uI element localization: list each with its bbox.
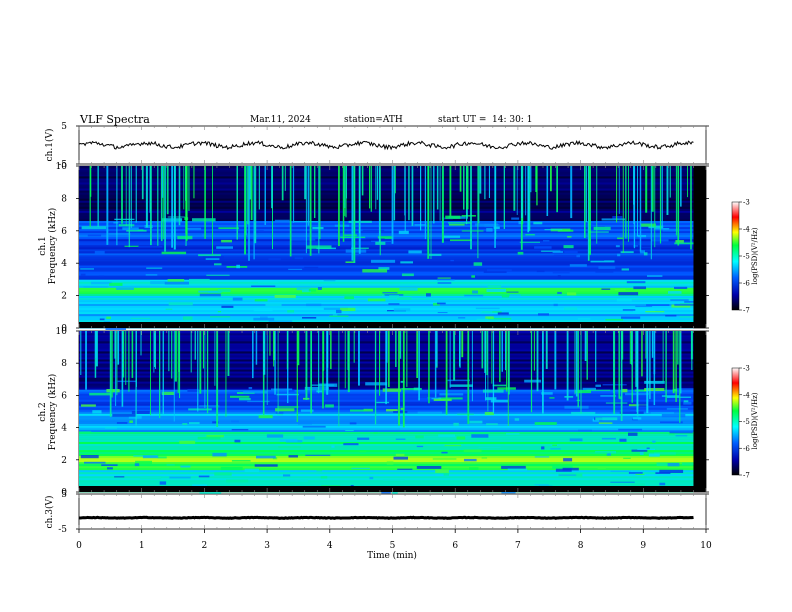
ch2-colorbar-tick-label: -3	[743, 365, 750, 373]
x-tick-label: 4	[327, 541, 333, 551]
ch1-waveform-tick-label: 5	[61, 122, 67, 132]
ch3-waveform-tick-label: -5	[58, 525, 67, 535]
ch2-spectrogram-tick-label: 0	[61, 488, 67, 498]
ch2-colorbar-tick-label: -5	[743, 418, 750, 426]
x-axis-label: Time (min)	[367, 550, 417, 561]
ch1-waveform-ylabel: ch.1(V)	[44, 129, 55, 162]
ch1-colorbar-tick-label: -7	[743, 307, 750, 315]
start-ut-label: start UT =	[438, 115, 487, 125]
colorbar-ticks: -3 -4 -5 -6 -7 -3 -4 -5 -6 -7	[739, 199, 750, 480]
ch2-spectrogram-ylabel: Frequency (kHz)	[47, 374, 58, 451]
x-tick-label: 5	[390, 541, 396, 551]
ch1-colorbar-tick-label: -3	[743, 199, 750, 207]
ch1-colorbar-tick-label: -4	[743, 226, 750, 234]
x-tick-label: 0	[76, 541, 82, 551]
ch3-waveform-ylabel: ch.3(V)	[44, 496, 55, 529]
ch1-colorbar-tick-label: -6	[743, 280, 750, 288]
ch1-colorbar	[731, 201, 740, 311]
ch1-spectrogram	[79, 166, 706, 330]
ch1-spectrogram-ylabel-top: ch.1	[38, 236, 48, 255]
ch2-spectrogram-tick-label: 2	[61, 456, 67, 466]
ch1-spectrogram-ylabel: Frequency (kHz)	[47, 208, 58, 285]
ch1-spectrogram-tick-label: 0	[61, 324, 67, 334]
x-tick-label: 9	[640, 541, 646, 551]
ch2-colorbar-tick-label: -7	[743, 472, 750, 480]
ch2-colorbar-label: log(PSD)(V²/Hz)	[751, 392, 759, 449]
ch2-spectrogram-tick-label: 4	[61, 424, 67, 434]
ch1-colorbar-tick-label: -5	[743, 253, 750, 261]
ch1-spectrogram-tick-label: 10	[56, 162, 68, 172]
ch1-waveform-tick-label: -5	[58, 160, 67, 170]
ch2-spectrogram-tick-label: 10	[56, 327, 68, 337]
ch1-colorbar-label: log(PSD)(V²/Hz)	[751, 227, 759, 284]
ch1-spectrogram-tick-label: 6	[61, 227, 67, 237]
x-tick-label: 10	[700, 541, 712, 551]
x-tick-label: 8	[578, 541, 584, 551]
ch2-spectrogram-tick-label: 6	[61, 391, 67, 401]
ch1-waveform	[78, 140, 694, 151]
ch1-spectrogram-tick-label: 4	[61, 259, 67, 269]
ch2-spectrogram-ylabel-top: ch.2	[38, 402, 48, 421]
figure-title: VLF Spectra	[80, 113, 150, 126]
station-label: station=ATH	[344, 115, 403, 125]
ch2-colorbar-tick-label: -6	[743, 445, 750, 453]
ch2-spectrogram	[79, 331, 706, 494]
date-label: Mar.11, 2024	[250, 115, 311, 125]
ch3-waveform-frame	[78, 493, 707, 530]
x-tick-label: 2	[202, 541, 208, 551]
x-tick-label: 3	[264, 541, 270, 551]
ch1-spectrogram-tick-label: 8	[61, 194, 67, 204]
ch1-waveform-frame	[78, 125, 707, 165]
ch2-spectrogram-tick-label: 8	[61, 359, 67, 369]
ch2-colorbar	[731, 367, 740, 476]
ch2-colorbar-tick-label: -4	[743, 391, 750, 399]
x-tick-label: 1	[139, 541, 145, 551]
ch3-waveform	[78, 515, 694, 520]
ch3-waveform-tick-label: 5	[61, 490, 67, 500]
x-tick-label: 6	[452, 541, 458, 551]
start-ut-value: 14: 30: 1	[492, 115, 533, 125]
x-tick-label: 7	[515, 541, 521, 551]
ch1-spectrogram-tick-label: 2	[61, 292, 67, 302]
